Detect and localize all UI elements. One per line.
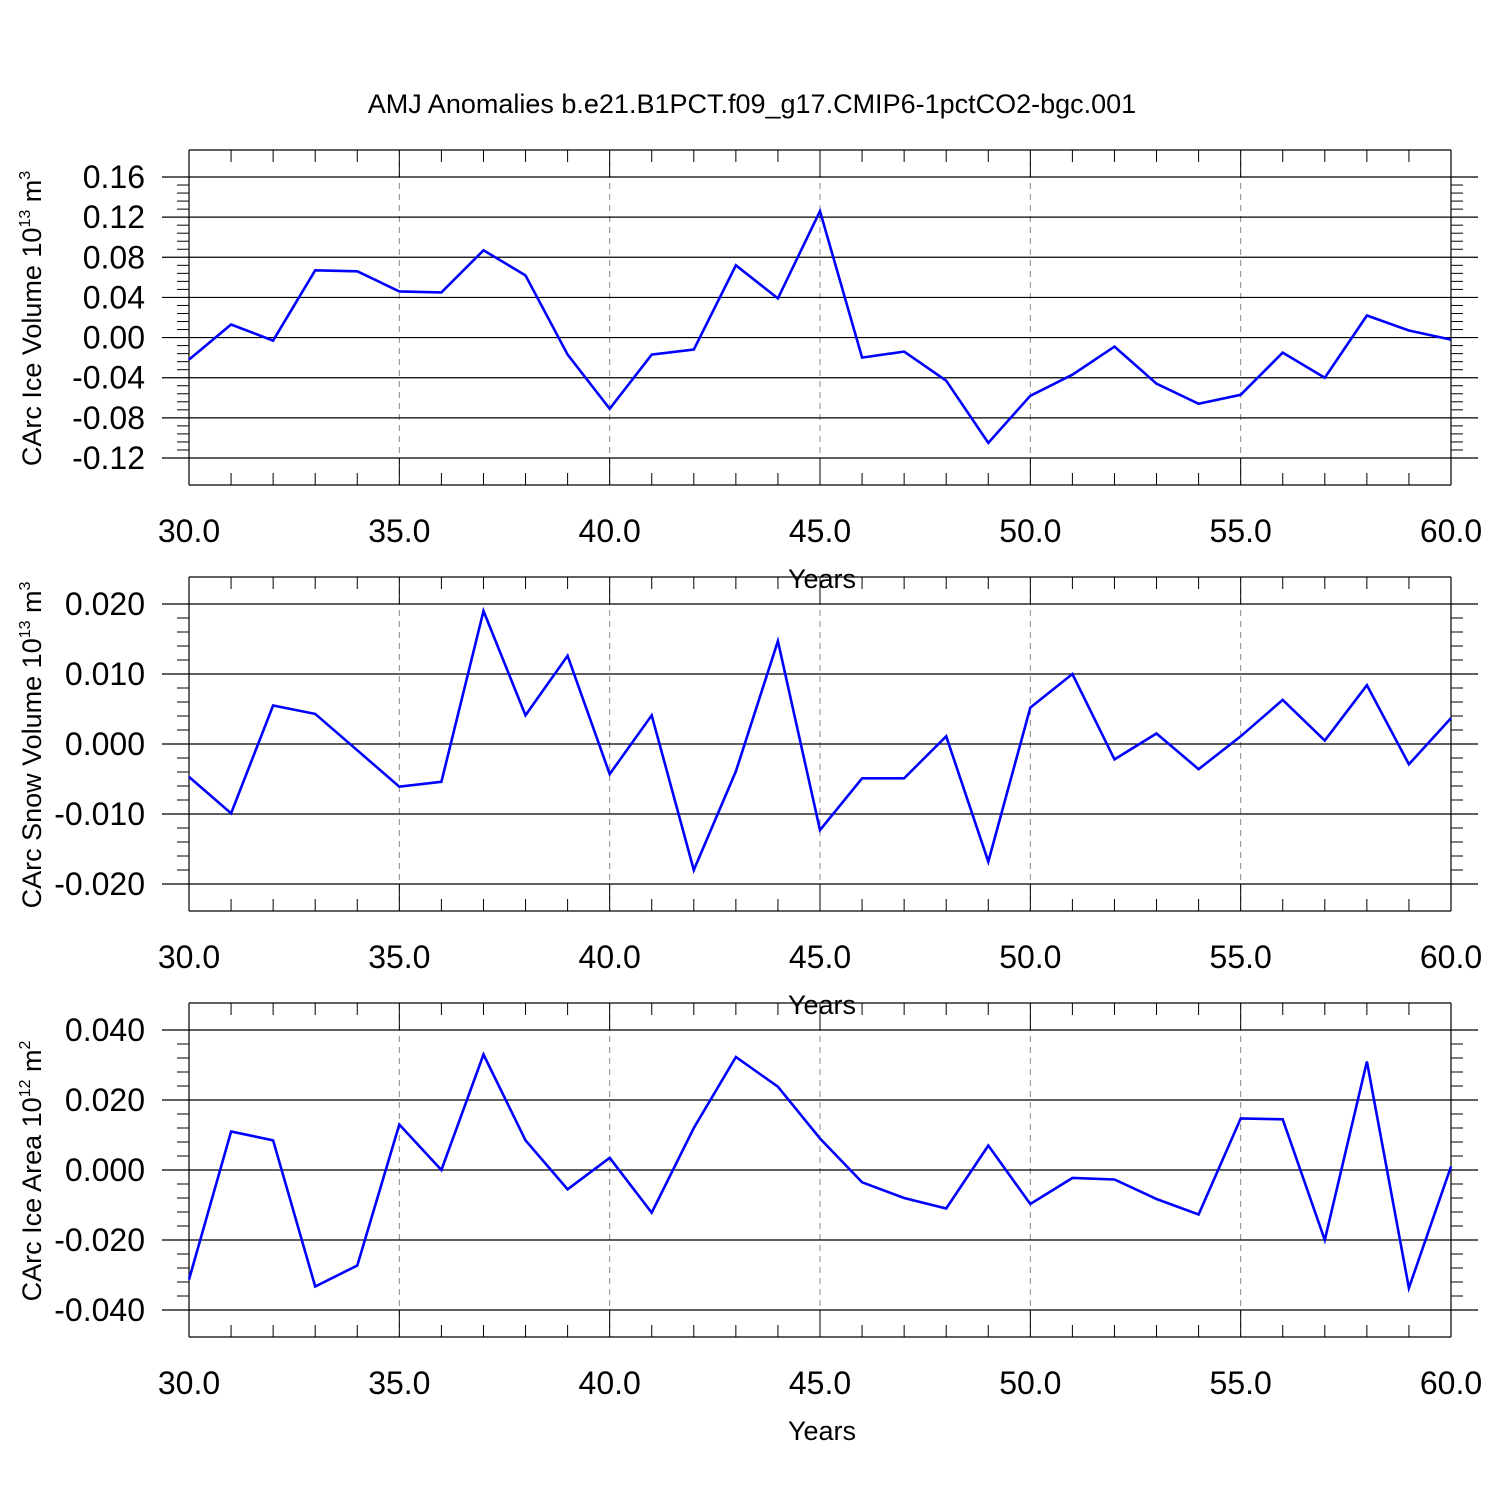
y-tick-label: 0.040 xyxy=(65,1012,145,1048)
x-tick-label: 60.0 xyxy=(1420,939,1482,975)
y-tick-label: -0.020 xyxy=(54,866,145,902)
x-tick-label: 45.0 xyxy=(789,939,851,975)
y-tick-label: 0.12 xyxy=(83,199,145,235)
y-axis-label-part: m xyxy=(17,1050,47,1080)
x-tick-label: 50.0 xyxy=(999,939,1061,975)
y-tick-label: 0.08 xyxy=(83,239,145,275)
x-tick-label: 45.0 xyxy=(789,1365,851,1401)
y-axis-label-superscript: 13 xyxy=(17,620,34,638)
x-tick-label: 40.0 xyxy=(579,1365,641,1401)
series-line-1 xyxy=(188,606,1452,874)
y-axis-label-part: CArc Snow Volume 10 xyxy=(17,638,47,908)
y-tick-label: -0.020 xyxy=(54,1222,145,1258)
x-axis-label: Years xyxy=(788,990,856,1020)
y-tick-label: -0.010 xyxy=(54,796,145,832)
y-tick-label: 0.16 xyxy=(83,159,145,195)
y-tick-label: 0.000 xyxy=(65,1152,145,1188)
x-tick-label: 60.0 xyxy=(1420,513,1482,549)
y-axis-label-superscript: 2 xyxy=(17,1041,34,1050)
x-tick-label: 35.0 xyxy=(368,1365,430,1401)
y-tick-label: 0.020 xyxy=(65,586,145,622)
y-axis-label-part: CArc Ice Area 10 xyxy=(17,1097,47,1301)
y-tick-label: 0.010 xyxy=(65,656,145,692)
y-axis-label-superscript: 13 xyxy=(17,210,34,228)
x-tick-label: 35.0 xyxy=(368,939,430,975)
y-tick-label: 0.000 xyxy=(65,726,145,762)
chart-panel-2: 30.0 35.0 40.0 45.0 50.0 55.0 60.0 -0.020 -0.010… xyxy=(17,576,1482,1020)
x-axis-label: Years xyxy=(788,1416,856,1446)
x-tick-label: 30.0 xyxy=(158,1365,220,1401)
x-tick-label: 30.0 xyxy=(158,513,220,549)
x-tick-label: 60.0 xyxy=(1420,1365,1482,1401)
x-tick-label: 45.0 xyxy=(789,513,851,549)
series-line-1 xyxy=(188,207,1452,446)
y-tick-label: 0.00 xyxy=(83,320,145,356)
x-tick-label: 30.0 xyxy=(158,939,220,975)
chart-title: AMJ Anomalies b.e21.B1PCT.f09_g17.CMIP6-… xyxy=(368,89,1136,119)
chart-panel-3: 30.0 35.0 40.0 45.0 50.0 55.0 60.0 -0.040 -0.020… xyxy=(17,1002,1482,1446)
series-line-1 xyxy=(187,1051,1453,1294)
x-tick-label: 40.0 xyxy=(579,513,641,549)
y-tick-label: -0.08 xyxy=(72,400,145,436)
y-tick-label: 0.04 xyxy=(83,279,145,315)
y-axis-label-part: m xyxy=(17,590,47,620)
panels: 30.0 35.0 40.0 45.0 50.0 55.0 60.0 -0.12 -0.08 -0… xyxy=(17,149,1482,1446)
chart-panel-1: 30.0 35.0 40.0 45.0 50.0 55.0 60.0 -0.12 -0.08 -0… xyxy=(17,149,1482,594)
y-tick-label: -0.040 xyxy=(54,1292,145,1328)
x-tick-label: 55.0 xyxy=(1210,513,1272,549)
y-axis-label-superscript: 12 xyxy=(17,1079,34,1097)
x-tick-label: 50.0 xyxy=(999,513,1061,549)
x-axis-label: Years xyxy=(788,564,856,594)
y-tick-label: -0.12 xyxy=(72,440,145,476)
x-tick-label: 40.0 xyxy=(579,939,641,975)
y-axis-label: CArc Ice Area 1012 m2 xyxy=(17,1041,47,1302)
y-tick-label: 0.020 xyxy=(65,1082,145,1118)
y-tick-label: -0.04 xyxy=(72,360,145,396)
x-tick-label: 55.0 xyxy=(1210,1365,1272,1401)
y-axis-label: CArc Ice Volume 1013 m3 xyxy=(17,171,47,466)
x-tick-label: 35.0 xyxy=(368,513,430,549)
y-axis-label-part: m xyxy=(17,180,47,210)
x-tick-label: 50.0 xyxy=(999,1365,1061,1401)
x-tick-label: 55.0 xyxy=(1210,939,1272,975)
y-axis-label-superscript: 3 xyxy=(17,171,34,180)
y-axis-label-part: CArc Ice Volume 10 xyxy=(17,228,47,467)
y-axis-label-superscript: 3 xyxy=(17,581,34,590)
y-axis-label: CArc Snow Volume 1013 m3 xyxy=(17,581,47,908)
